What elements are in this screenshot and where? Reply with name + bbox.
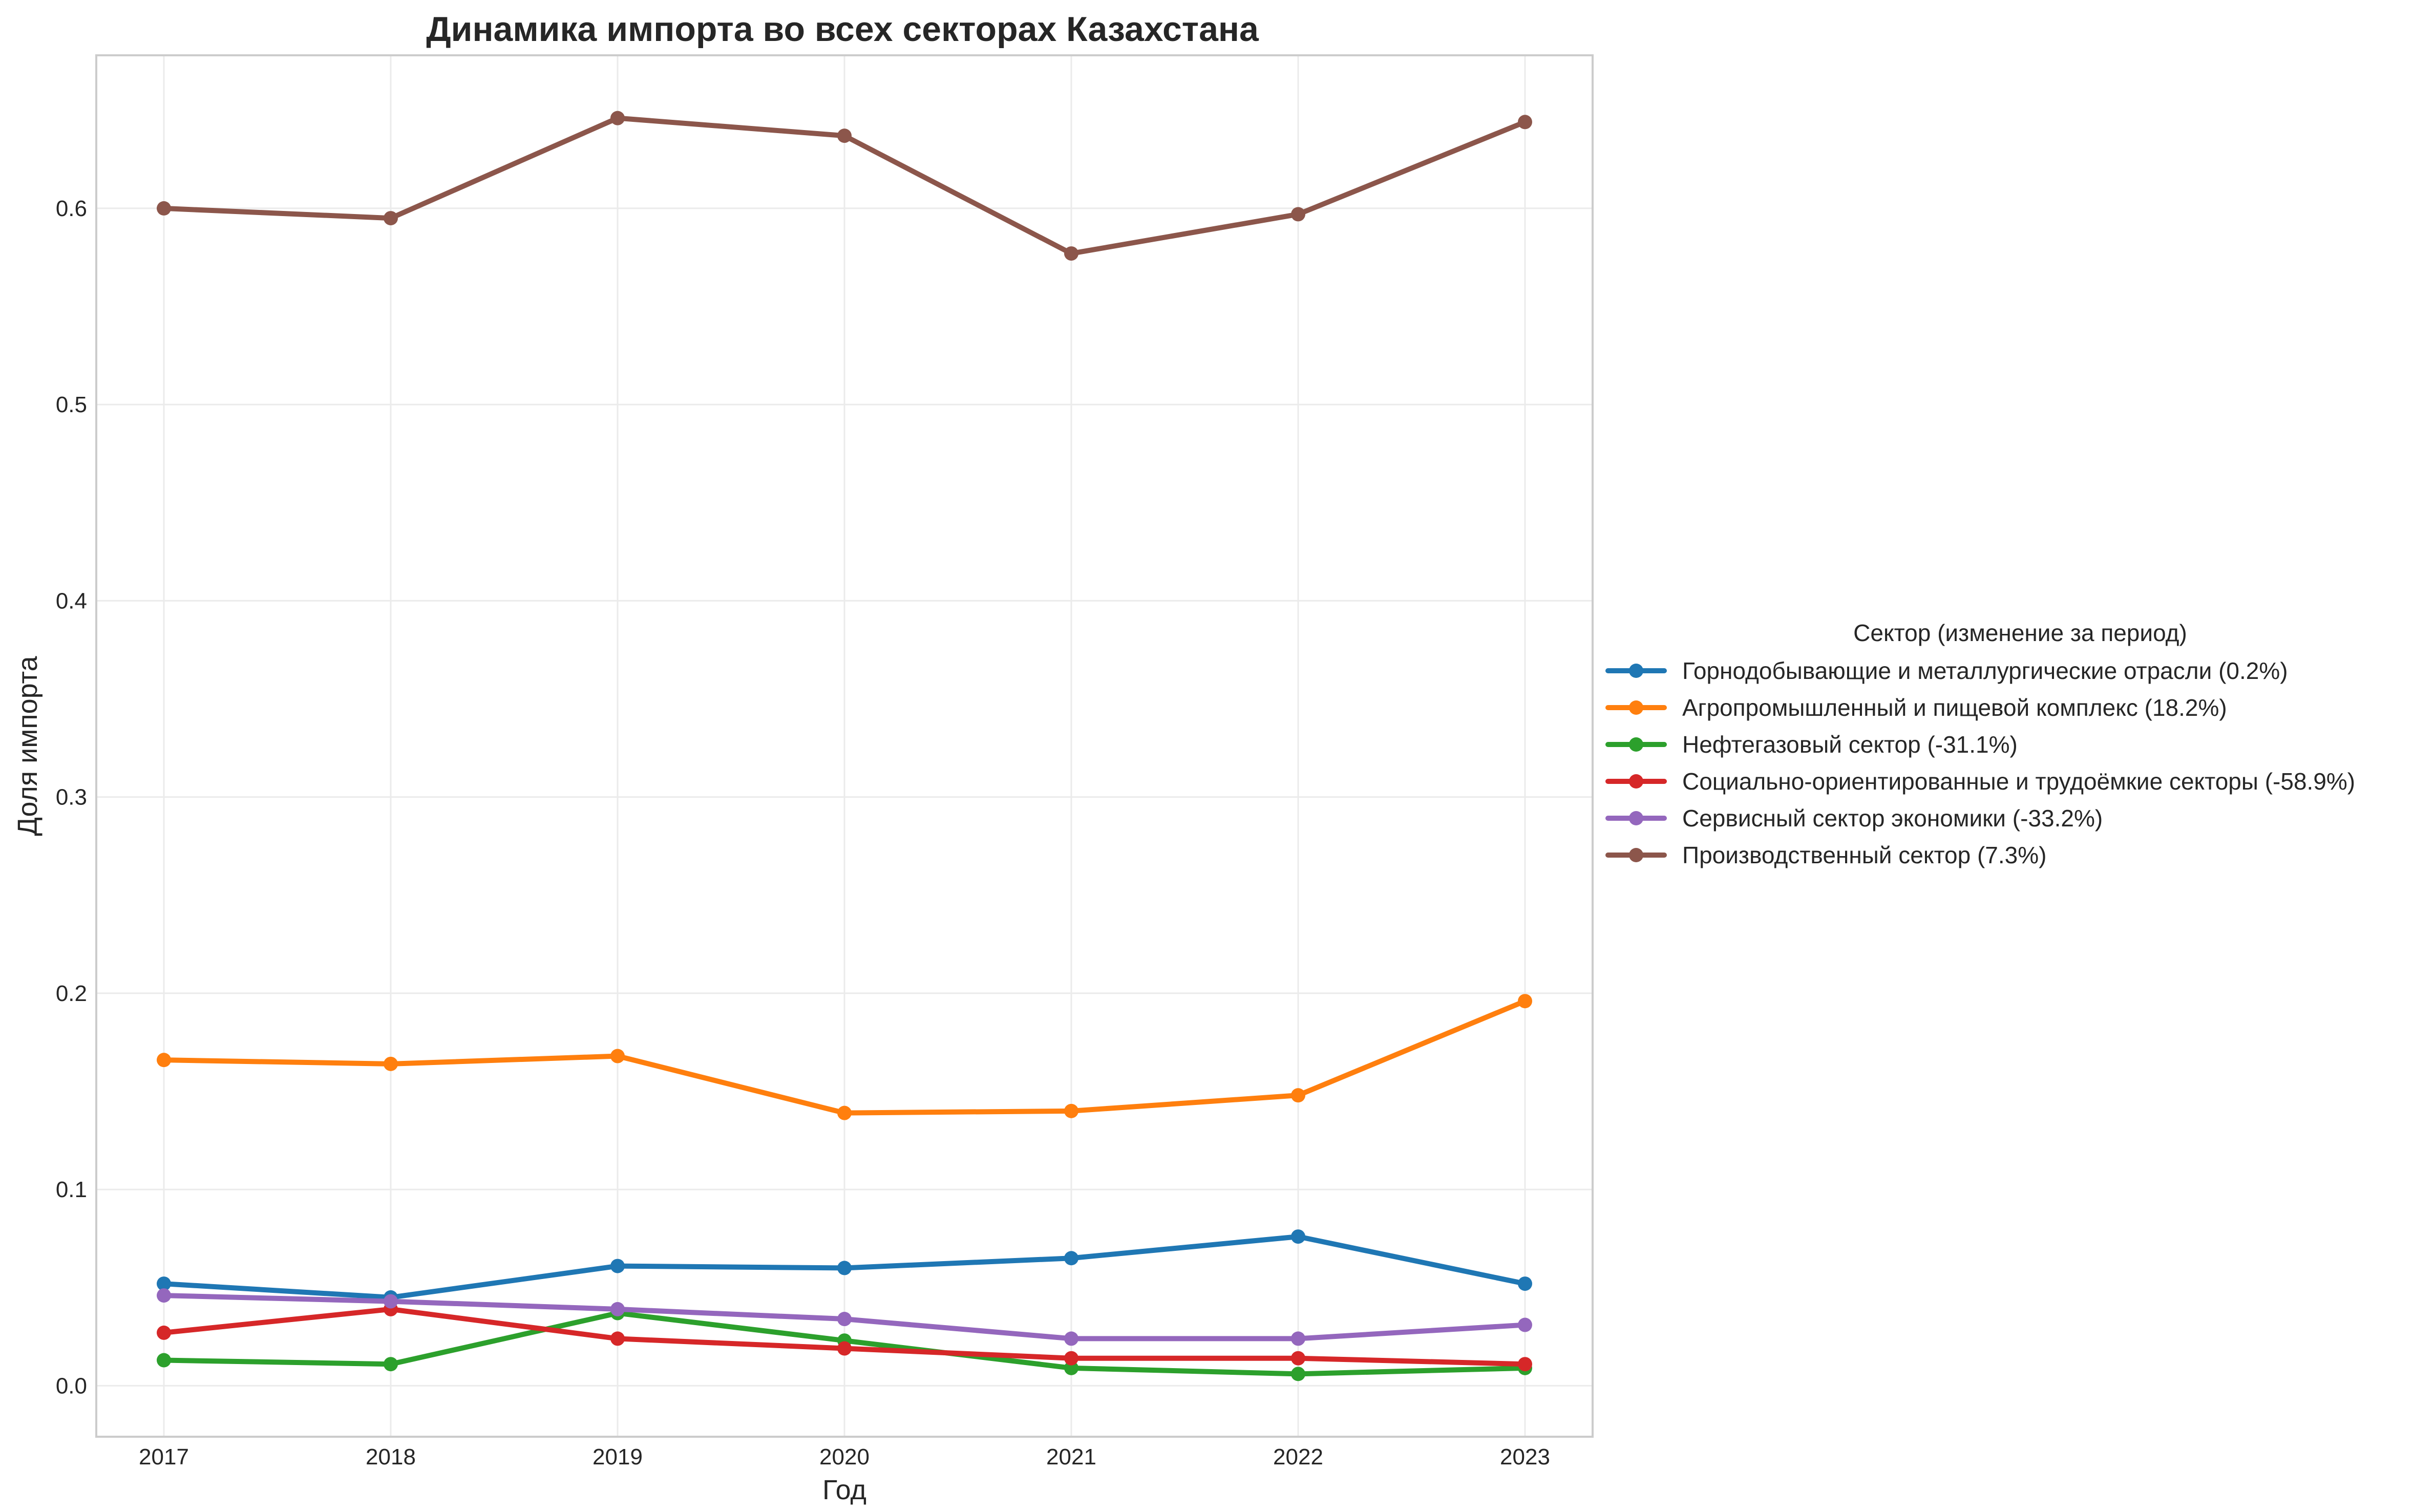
legend-entry: Производственный сектор (7.3%)	[1605, 842, 2046, 868]
grid	[96, 55, 1593, 1437]
legend-entry: Социально-ориентированные и трудоёмкие с…	[1605, 768, 2355, 795]
x-axis-label: Год	[822, 1475, 866, 1505]
data-point	[1518, 1317, 1532, 1332]
y-tick-label: 0.0	[56, 1373, 87, 1398]
y-tick-label: 0.5	[56, 392, 87, 417]
x-tick-label: 2020	[819, 1444, 870, 1470]
data-point	[837, 129, 852, 143]
x-tick-label: 2017	[139, 1444, 189, 1470]
legend-label: Производственный сектор (7.3%)	[1682, 842, 2046, 868]
data-point	[610, 1259, 625, 1273]
series-5	[157, 111, 1532, 261]
data-point	[837, 1105, 852, 1120]
data-point	[1518, 1276, 1532, 1291]
data-point	[157, 1053, 171, 1068]
y-axis-label: Доля импорта	[12, 655, 43, 836]
data-point	[1518, 115, 1532, 130]
series-3	[157, 1302, 1532, 1372]
data-point	[157, 1353, 171, 1368]
legend-label: Нефтегазовый сектор (-31.1%)	[1682, 731, 2018, 758]
x-tick-label: 2023	[1500, 1444, 1550, 1470]
data-point	[1064, 246, 1078, 261]
data-point	[157, 201, 171, 216]
data-point	[1064, 1103, 1078, 1118]
data-point	[1291, 1088, 1305, 1103]
legend-label: Сервисный сектор экономики (-33.2%)	[1682, 805, 2103, 832]
legend: Сектор (изменение за период) Горнодобыва…	[1605, 620, 2355, 868]
legend-label: Социально-ориентированные и трудоёмкие с…	[1682, 768, 2355, 795]
legend-label: Горнодобывающие и металлургические отрас…	[1682, 657, 2288, 684]
legend-marker	[1629, 774, 1643, 789]
legend-label: Агропромышленный и пищевой комплекс (18.…	[1682, 694, 2227, 721]
legend-marker	[1629, 664, 1643, 678]
data-point	[1291, 1331, 1305, 1346]
data-point	[157, 1276, 171, 1291]
data-point	[837, 1261, 852, 1275]
data-point	[610, 1049, 625, 1063]
data-point	[1064, 1360, 1078, 1375]
data-point	[384, 211, 398, 226]
x-tick-label: 2018	[366, 1444, 416, 1470]
data-point	[610, 1331, 625, 1346]
chart-title: Динамика импорта во всех секторах Казахс…	[426, 10, 1259, 49]
legend-marker	[1629, 737, 1643, 752]
data-point	[610, 1302, 625, 1316]
legend-entry: Горнодобывающие и металлургические отрас…	[1605, 657, 2288, 684]
y-tick-label: 0.6	[56, 196, 87, 221]
y-tick-label: 0.3	[56, 785, 87, 810]
x-axis: 2017 2018 2019 2020 2021 2022 2023	[139, 1444, 1550, 1470]
data-point	[384, 1056, 398, 1071]
legend-entry: Агропромышленный и пищевой комплекс (18.…	[1605, 694, 2227, 721]
data-point	[1291, 1229, 1305, 1244]
data-point	[157, 1288, 171, 1303]
data-point	[1064, 1331, 1078, 1346]
legend-marker	[1629, 848, 1643, 862]
series-4	[157, 1288, 1532, 1346]
legend-marker	[1629, 811, 1643, 825]
data-point	[1291, 207, 1305, 222]
legend-entry: Нефтегазовый сектор (-31.1%)	[1605, 731, 2018, 758]
data-point	[1518, 994, 1532, 1009]
data-point	[610, 111, 625, 125]
data-point	[837, 1341, 852, 1356]
y-tick-label: 0.2	[56, 981, 87, 1006]
data-point	[384, 1357, 398, 1372]
y-axis: 0.0 0.1 0.2 0.3 0.4 0.5 0.6	[56, 196, 87, 1398]
data-point	[1291, 1367, 1305, 1381]
x-tick-label: 2021	[1046, 1444, 1096, 1470]
plot-frame	[95, 54, 1594, 1438]
y-tick-label: 0.1	[56, 1177, 87, 1202]
data-point	[1291, 1351, 1305, 1366]
data-point	[1518, 1357, 1532, 1372]
y-tick-label: 0.4	[56, 588, 87, 613]
x-tick-label: 2019	[592, 1444, 643, 1470]
legend-title: Сектор (изменение за период)	[1853, 620, 2187, 646]
data-point	[837, 1312, 852, 1327]
legend-marker	[1629, 700, 1643, 715]
data-point	[384, 1294, 398, 1309]
series-1	[157, 994, 1532, 1120]
data-point	[1064, 1351, 1078, 1366]
legend-entry: Сервисный сектор экономики (-33.2%)	[1605, 805, 2103, 832]
series-group	[157, 111, 1532, 1381]
data-point	[1064, 1251, 1078, 1266]
data-point	[157, 1325, 171, 1340]
x-tick-label: 2022	[1273, 1444, 1323, 1470]
